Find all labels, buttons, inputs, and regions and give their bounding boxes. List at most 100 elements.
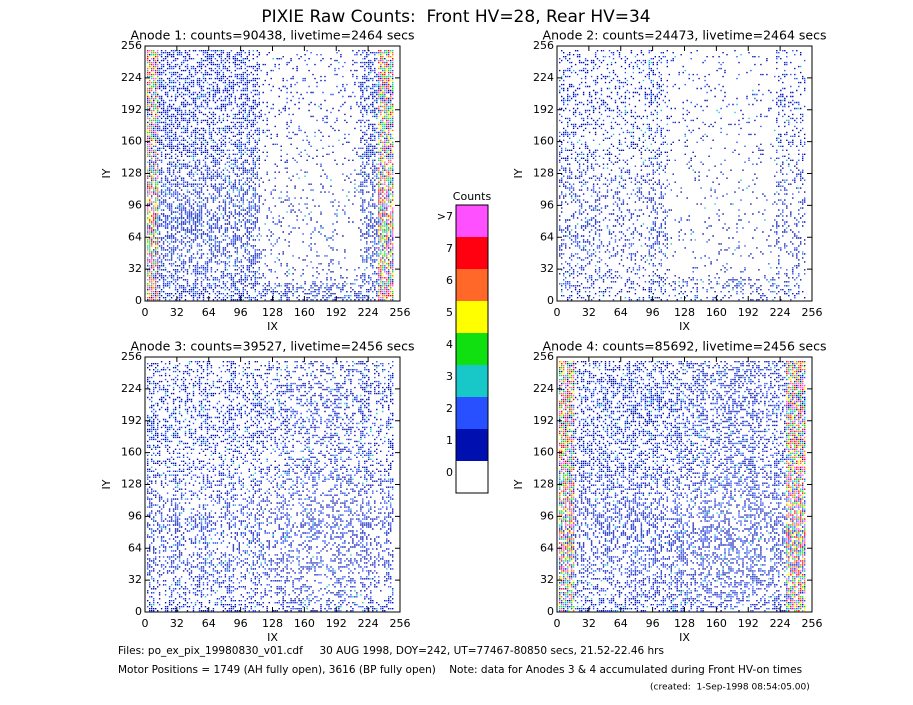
x-tick-label: 224	[770, 617, 791, 630]
y-tick-label: 160	[533, 135, 554, 148]
y-tick-label: 160	[121, 135, 142, 148]
y-tick-label: 128	[121, 167, 142, 180]
x-tick-label: 160	[294, 306, 315, 319]
plot-frame	[144, 356, 401, 613]
x-tick-label: 192	[738, 306, 759, 319]
footer-line: Motor Positions = 1749 (AH fully open), …	[118, 664, 802, 676]
x-tick-label: 160	[706, 306, 727, 319]
colorbar-box	[456, 365, 488, 397]
x-axis-label: IX	[267, 320, 278, 333]
y-tick-label: 64	[128, 230, 142, 243]
count-texture	[559, 361, 806, 612]
colorbar-box	[456, 269, 488, 301]
x-tick-label: 0	[554, 306, 561, 319]
y-tick-label: 0	[547, 605, 554, 618]
count-texture	[559, 54, 804, 301]
y-tick-label: 96	[128, 198, 142, 211]
count-texture	[147, 50, 394, 301]
y-axis-label: IY	[100, 479, 113, 489]
x-tick-label: 128	[262, 306, 283, 319]
count-texture	[147, 50, 394, 301]
colorbar-label: 2	[446, 402, 453, 415]
count-texture	[147, 361, 394, 612]
y-tick-label: 160	[533, 446, 554, 459]
y-tick-label: 0	[135, 605, 142, 618]
count-texture	[147, 50, 394, 301]
panel: Anode 1: counts=90438, livetime=2464 sec…	[100, 28, 414, 334]
x-axis-label: IX	[267, 631, 278, 644]
x-tick-label: 192	[326, 306, 347, 319]
panel-title: Anode 1: counts=90438, livetime=2464 sec…	[131, 28, 415, 43]
colorbar-label: 1	[446, 434, 453, 447]
footer-line: Files: po_ex_pix_19980830_v01.cdf 30 AUG…	[118, 645, 664, 657]
y-axis-label: IY	[512, 168, 525, 178]
x-tick-label: 256	[802, 306, 823, 319]
colorbar-frame	[455, 204, 489, 494]
x-tick-label: 224	[358, 617, 379, 630]
y-tick-label: 32	[540, 262, 554, 275]
count-texture	[147, 50, 394, 301]
count-texture	[559, 361, 806, 612]
y-tick-label: 224	[533, 382, 554, 395]
panel: Anode 2: counts=24473, livetime=2464 sec…	[512, 28, 826, 334]
x-tick-label: 0	[142, 617, 149, 630]
y-tick-label: 96	[540, 509, 554, 522]
x-tick-label: 256	[390, 306, 411, 319]
colorbar-box	[456, 397, 488, 429]
x-tick-label: 192	[326, 617, 347, 630]
y-tick-label: 160	[121, 446, 142, 459]
count-texture	[149, 361, 394, 612]
y-tick-label: 224	[121, 71, 142, 84]
x-tick-label: 32	[170, 306, 184, 319]
x-tick-label: 160	[294, 617, 315, 630]
y-axis-label: IY	[512, 479, 525, 489]
x-tick-label: 160	[706, 617, 727, 630]
x-tick-label: 128	[674, 306, 695, 319]
x-tick-label: 96	[646, 306, 660, 319]
footer-note: (created: 1-Sep-1998 08:54:05.00)	[650, 683, 810, 693]
colorbar-box	[456, 333, 488, 365]
panel-title: Anode 3: counts=39527, livetime=2456 sec…	[131, 339, 415, 354]
count-texture	[559, 361, 806, 612]
y-tick-label: 192	[533, 414, 554, 427]
panel-title: Anode 2: counts=24473, livetime=2464 sec…	[543, 28, 827, 43]
count-texture	[559, 50, 806, 301]
x-axis-label: IX	[679, 320, 690, 333]
x-tick-label: 64	[614, 617, 628, 630]
x-tick-label: 32	[170, 617, 184, 630]
panel: Anode 3: counts=39527, livetime=2456 sec…	[100, 339, 414, 645]
figure-title: PIXIE Raw Counts: Front HV=28, Rear HV=3…	[261, 7, 650, 27]
colorbar-label: 3	[446, 370, 453, 383]
y-tick-label: 96	[128, 509, 142, 522]
x-tick-label: 96	[646, 617, 660, 630]
count-texture	[147, 361, 394, 612]
count-texture	[559, 361, 806, 612]
y-tick-label: 32	[128, 262, 142, 275]
colorbar-box	[456, 461, 488, 493]
panel: Anode 4: counts=85692, livetime=2456 sec…	[512, 339, 826, 645]
x-tick-label: 64	[202, 617, 216, 630]
y-tick-label: 0	[135, 294, 142, 307]
colorbar-box	[456, 301, 488, 333]
colorbar-box	[456, 205, 488, 237]
y-tick-label: 128	[533, 478, 554, 491]
x-tick-label: 192	[738, 617, 759, 630]
x-tick-label: 256	[390, 617, 411, 630]
x-tick-label: 224	[358, 306, 379, 319]
colorbar-title: Counts	[453, 190, 492, 203]
colorbar-box	[456, 429, 488, 461]
y-tick-label: 192	[533, 103, 554, 116]
colorbar-label: 6	[446, 274, 453, 287]
panel-title: Anode 4: counts=85692, livetime=2456 sec…	[543, 339, 827, 354]
colorbar-label: >7	[437, 210, 453, 223]
x-tick-label: 32	[582, 306, 596, 319]
y-tick-label: 32	[540, 573, 554, 586]
y-tick-label: 224	[121, 382, 142, 395]
x-tick-label: 128	[674, 617, 695, 630]
colorbar-label: 7	[446, 242, 453, 255]
y-tick-label: 192	[121, 414, 142, 427]
count-texture	[147, 50, 394, 301]
x-axis-label: IX	[679, 631, 690, 644]
x-tick-label: 0	[554, 617, 561, 630]
